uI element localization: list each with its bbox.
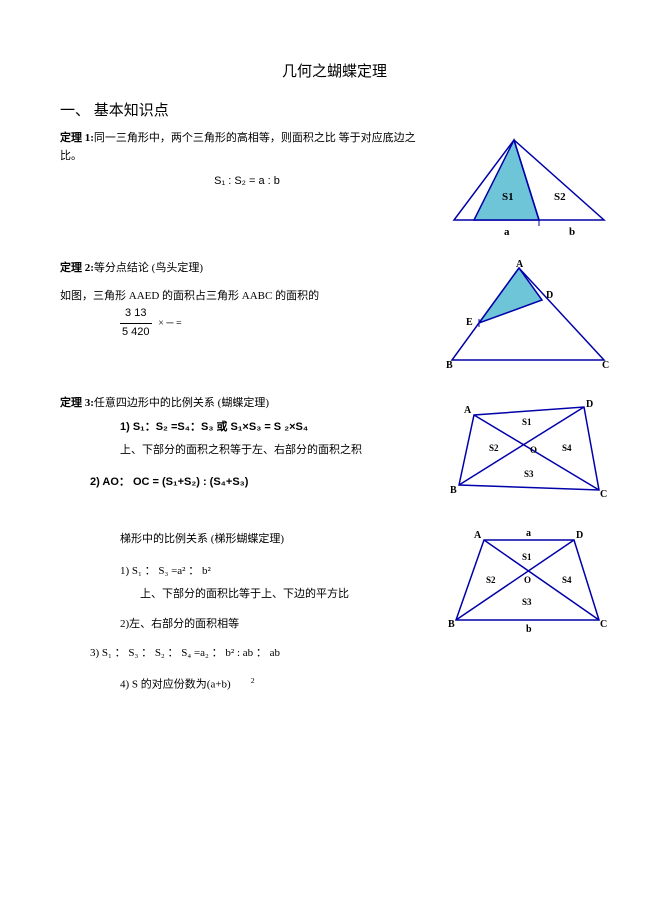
figure1: S1 S2 a b [444,130,609,240]
trapezoid-block: 梯形中的比例关系 (梯形蝴蝶定理) 1) S₁ ： S₃ =a² ： b² 上、… [60,525,609,700]
fig4-s4: S4 [562,575,572,585]
fig2-A: A [516,260,524,270]
page-title: 几何之蝴蝶定理 [60,60,609,81]
fig1-s1: S1 [502,191,514,203]
fig3-C: C [600,489,607,500]
fig4-s1: S1 [522,552,532,562]
trapezoid-p2: 2)左、右部分的面积相等 [120,616,434,634]
theorem2-heading: 定理 2:等分点结论 (鸟头定理) [60,260,434,278]
fig3-A: A [464,405,472,416]
fig4-s2: S2 [486,575,496,585]
fig4-O: O [524,575,531,585]
fig1-s2: S2 [554,191,566,203]
trapezoid-p3: 3) S₁ ： S₃ ： S₂ ： S₄ =a₂ ： b² : ab ： ab [90,645,434,663]
figure3: A D B C O S1 S2 S3 S4 [444,395,609,505]
fig3-s1: S1 [522,417,532,427]
theorem3-title: 任意四边形中的比例关系 (蝴蝶定理) [94,397,269,409]
theorem2-block: 定理 2:等分点结论 (鸟头定理) 如图，三角形 AAED 的面积占三角形 AA… [60,260,609,375]
fig4-D: D [576,530,583,541]
trapezoid-title: 梯形中的比例关系 (梯形蝴蝶定理) [120,531,434,549]
section-heading: 一、 基本知识点 [60,99,609,120]
fig4-b: b [526,624,532,635]
fig1-b: b [569,226,575,238]
trapezoid-p1: 1) S₁ ： S₃ =a² ： b² [120,563,434,581]
theorem1-formula: S₁ : S₂ = a : b [60,173,434,191]
fig2-D: D [546,290,553,301]
theorem1-block: 定理 1:同一三角形中，两个三角形的高相等，则面积之比 等于对应底边之比。 S₁… [60,130,609,240]
trapezoid-p4: 4) S 的对应份数为(a+b)2 [120,675,434,694]
theorem1-text: 定理 1:同一三角形中，两个三角形的高相等，则面积之比 等于对应底边之比。 [60,130,434,165]
fig3-s2: S2 [489,443,499,453]
fig4-A: A [474,530,482,541]
theorem2-fraction: 3 13 5 420 [120,305,152,341]
fig3-D: D [586,399,593,410]
theorem2-title: 等分点结论 (鸟头定理) [94,262,203,274]
fig3-s4: S4 [562,443,572,453]
theorem3-label: 定理 3: [60,397,94,409]
figure2: A B C D E [444,260,609,375]
fig2-E: E [466,317,473,328]
theorem3-p1-note: 上、下部分的面积之积等于左、右部分的面积之积 [120,442,434,460]
frac-den: 5 420 [120,324,152,342]
fig4-C: C [600,619,607,630]
fig3-B: B [450,485,457,496]
theorem3-block: 定理 3:任意四边形中的比例关系 (蝴蝶定理) 1) S₁：S₂ =S₄：S₃ … [60,395,609,505]
frac-num: 3 13 [120,305,152,324]
theorem3-p2: 2) AO： OC = (S₁+S₂) : (S₄+S₃) [90,474,434,492]
theorem2-text: 如图，三角形 AAED 的面积占三角形 AABC 的面积的 [60,288,434,306]
theorem2-label: 定理 2: [60,262,94,274]
figure4: A D B C a b O S1 S2 S3 S4 [444,525,609,635]
fig2-C: C [602,360,609,371]
theorem3-heading: 定理 3:任意四边形中的比例关系 (蝴蝶定理) [60,395,434,413]
fig4-B: B [448,619,455,630]
trapezoid-p1-note: 上、下部分的面积比等于上、下边的平方比 [140,586,434,604]
frac-op: × ─ = [158,318,181,329]
fig1-a: a [504,226,510,238]
fig4-s3: S3 [522,597,532,607]
fig2-B: B [446,360,453,371]
fig3-O: O [530,445,537,455]
theorem1-body: 同一三角形中，两个三角形的高相等，则面积之比 等于对应底边之比。 [60,132,416,162]
fig3-s3: S3 [524,469,534,479]
fig4-a: a [526,528,531,539]
theorem1-label: 定理 1: [60,132,94,144]
theorem3-p1: 1) S₁：S₂ =S₄：S₃ 或 S₁×S₃ = S ₂×S₄ [120,419,434,437]
